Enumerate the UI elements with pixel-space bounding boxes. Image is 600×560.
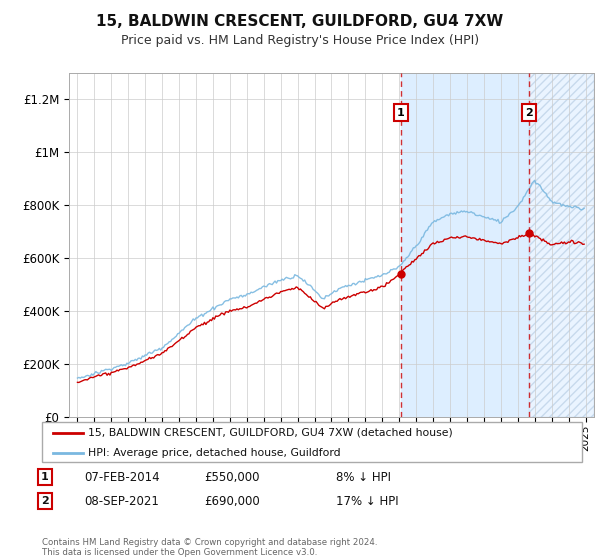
Text: Contains HM Land Registry data © Crown copyright and database right 2024.
This d: Contains HM Land Registry data © Crown c… [42, 538, 377, 557]
Text: 17% ↓ HPI: 17% ↓ HPI [336, 494, 398, 508]
Text: 2: 2 [525, 108, 533, 118]
Text: 15, BALDWIN CRESCENT, GUILDFORD, GU4 7XW (detached house): 15, BALDWIN CRESCENT, GUILDFORD, GU4 7XW… [88, 428, 452, 438]
Text: 1: 1 [397, 108, 405, 118]
FancyBboxPatch shape [42, 422, 582, 462]
Text: 2: 2 [41, 496, 49, 506]
Bar [529, 73, 594, 417]
Text: 1: 1 [41, 472, 49, 482]
Bar [401, 73, 529, 417]
Text: 15, BALDWIN CRESCENT, GUILDFORD, GU4 7XW: 15, BALDWIN CRESCENT, GUILDFORD, GU4 7XW [97, 14, 503, 29]
Text: 08-SEP-2021: 08-SEP-2021 [84, 494, 159, 508]
Text: £690,000: £690,000 [204, 494, 260, 508]
Text: 07-FEB-2014: 07-FEB-2014 [84, 470, 160, 484]
Text: 8% ↓ HPI: 8% ↓ HPI [336, 470, 391, 484]
Text: Price paid vs. HM Land Registry's House Price Index (HPI): Price paid vs. HM Land Registry's House … [121, 34, 479, 46]
Text: £550,000: £550,000 [204, 470, 260, 484]
Text: HPI: Average price, detached house, Guildford: HPI: Average price, detached house, Guil… [88, 448, 341, 458]
